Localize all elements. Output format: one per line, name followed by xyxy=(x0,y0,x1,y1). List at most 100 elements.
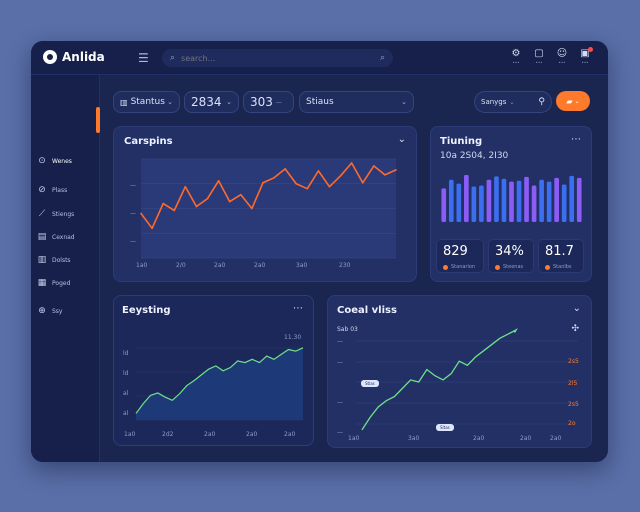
more-options-icon[interactable]: ⋯ xyxy=(293,303,303,314)
sidebar-item-label: Ssy xyxy=(52,307,63,315)
sidebar-item-cexnad[interactable]: ▤ Cexnad xyxy=(37,229,94,245)
top-bar: Anlida ☰ ⌕ ⌕ ⚙ ••• ▢ ••• ☺ ••• ▣ ••• xyxy=(31,41,608,75)
bar xyxy=(524,176,529,222)
sidebar-item-label: Cexnad xyxy=(52,233,75,241)
y-tick: — xyxy=(130,238,136,245)
right-tick: 2l5 xyxy=(568,380,578,387)
data-point xyxy=(228,200,231,203)
data-point xyxy=(295,182,298,185)
sidebar-item-stiengs[interactable]: ⟋ Stiengs xyxy=(37,206,94,222)
year-filter[interactable]: 2834 ⌄ xyxy=(184,91,239,113)
right-tick: 2s5 xyxy=(568,358,579,365)
data-point xyxy=(273,177,275,179)
app-logo[interactable]: Anlida xyxy=(43,50,105,64)
y-tick: ld xyxy=(123,350,129,357)
notifications-icon[interactable]: ▣ ••• xyxy=(578,47,593,65)
card-title: Carspins xyxy=(124,136,173,147)
data-point xyxy=(251,207,253,210)
data-point xyxy=(306,187,309,190)
mode-filter[interactable]: Stiaus ⌄ xyxy=(299,91,414,113)
y-tick: — xyxy=(337,338,343,345)
bar xyxy=(494,176,499,222)
x-tick: 2a0 xyxy=(246,431,258,438)
data-point xyxy=(395,169,397,171)
y-tick: — xyxy=(337,359,343,366)
data-point xyxy=(284,168,286,170)
data-point xyxy=(140,212,142,215)
app-window: Anlida ☰ ⌕ ⌕ ⚙ ••• ▢ ••• ☺ ••• ▣ ••• xyxy=(31,41,608,462)
data-point xyxy=(339,175,342,177)
search-input[interactable] xyxy=(181,53,380,63)
data-point xyxy=(384,174,386,176)
data-point xyxy=(350,162,353,164)
stat-box: 829 Stanarion xyxy=(436,239,484,273)
chart-tag[interactable]: Stlas xyxy=(361,380,379,387)
stat-box: 81.7 Stanlbs xyxy=(538,239,584,273)
bar xyxy=(546,181,552,222)
sidebar-active-indicator xyxy=(96,107,100,133)
stat-caption: Steenas xyxy=(503,264,524,270)
chevron-down-icon[interactable]: ⌄ xyxy=(397,134,406,145)
sort-dropdown[interactable]: Sanygs ⌄ ⚲ xyxy=(474,91,552,113)
sidebar-item-poged[interactable]: ▦ Poged xyxy=(37,275,94,291)
everything-card: Eeysting ⋯ 11.30 ld ld al al 1a0 2d2 2a0… xyxy=(113,295,314,446)
card-title: Eeysting xyxy=(122,305,171,316)
data-point xyxy=(195,205,198,208)
y-tick: — xyxy=(337,399,343,406)
sidebar-item-wenes[interactable]: ⊙ Wenes xyxy=(37,153,94,169)
chevron-down-icon: ⌄ xyxy=(509,98,515,106)
sidebar: ⊙ Wenes ⊘ Plass ⟋ Stiengs ▤ Cexnad ▥ Dol… xyxy=(31,75,100,462)
chart-tag[interactable]: Sltas xyxy=(436,424,454,431)
calendar-icon: ▤ xyxy=(37,232,47,242)
bar xyxy=(561,184,567,222)
x-tick: 2a0 xyxy=(214,262,226,269)
hamburger-menu-icon[interactable]: ☰ xyxy=(138,51,149,65)
area-fill xyxy=(136,347,303,420)
right-tick: 2s5 xyxy=(568,401,579,408)
goals-card: Coeal vliss ⌄ ✣ Sab 03 — — — — 2s5 2l5 2… xyxy=(327,295,592,448)
x-tick: 1a0 xyxy=(124,431,136,438)
profile-icon[interactable]: ☺ ••• xyxy=(556,48,568,65)
card-title: Tiuning xyxy=(440,136,483,147)
sidebar-item-label: Wenes xyxy=(52,157,72,165)
x-tick: 2/0 xyxy=(176,262,186,269)
x-tick: 2a0 xyxy=(550,435,562,442)
primary-action-button[interactable]: ▰ ⌄ xyxy=(556,91,590,111)
data-point xyxy=(328,185,331,188)
messages-icon[interactable]: ▢ ••• xyxy=(534,48,544,65)
status-filter[interactable]: ▥ Stantus ⌄ xyxy=(113,91,180,113)
sidebar-item-label: Dolsts xyxy=(52,256,71,264)
sidebar-item-dolsts[interactable]: ▥ Dolsts xyxy=(37,252,94,268)
expand-icon[interactable]: ✣ xyxy=(571,324,579,334)
settings-icon: ⊕ xyxy=(38,306,46,316)
link-icon[interactable]: ⚲ xyxy=(538,97,545,107)
earnings-card: Carspins ⌄ — — — 1a0 2/0 2a0 2a0 3a0 230 xyxy=(113,126,417,282)
value-filter[interactable]: 303 — xyxy=(243,91,294,113)
x-tick: 230 xyxy=(339,262,351,269)
data-point xyxy=(373,165,375,167)
data-point xyxy=(262,181,264,184)
chevron-down-icon[interactable]: ⌄ xyxy=(572,303,581,314)
chevron-down-icon: ⌄ xyxy=(401,98,407,106)
x-tick: 3a0 xyxy=(408,435,420,442)
x-tick: 3a0 xyxy=(296,262,308,269)
card-subtitle: Sab 03 xyxy=(337,326,358,333)
sidebar-item-plass[interactable]: ⊘ Plass xyxy=(37,182,94,198)
user-settings-icon[interactable]: ⚙ ••• xyxy=(511,48,521,65)
pages-icon: ▦ xyxy=(37,278,47,288)
chevron-down-icon: ⌄ xyxy=(167,98,173,106)
x-tick: 2a0 xyxy=(254,262,266,269)
sidebar-item-ssy[interactable]: ⊕ Ssy xyxy=(37,303,94,319)
search-submit-icon[interactable]: ⌕ xyxy=(379,53,385,63)
more-options-icon[interactable]: ⋯ xyxy=(571,134,581,145)
bar xyxy=(501,178,507,222)
bar xyxy=(464,174,469,222)
sidebar-item-label: Poged xyxy=(52,279,71,287)
bar xyxy=(456,183,462,222)
bar xyxy=(486,179,492,222)
data-point xyxy=(184,185,187,188)
stat-dot xyxy=(443,265,448,270)
stat-box: 34% Steenas xyxy=(488,239,534,273)
search-bar[interactable]: ⌕ ⌕ xyxy=(162,49,393,67)
trending-bar-chart xyxy=(441,174,582,222)
